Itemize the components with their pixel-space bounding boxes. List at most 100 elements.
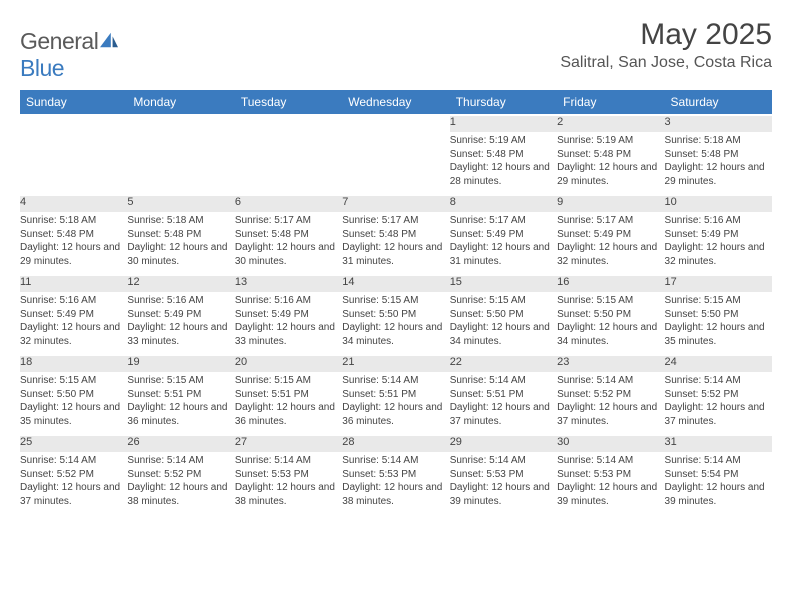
- sunset-text: Sunset: 5:48 PM: [235, 228, 342, 242]
- day-number-cell: 15: [450, 275, 557, 293]
- daylight-text: Daylight: 12 hours and 39 minutes.: [450, 481, 557, 508]
- weekday-header: Thursday: [450, 90, 557, 115]
- daylight-text: Daylight: 12 hours and 32 minutes.: [20, 321, 127, 348]
- daylight-text: Daylight: 12 hours and 33 minutes.: [127, 321, 234, 348]
- day-number-row: 123: [20, 115, 772, 133]
- day-data-cell: Sunrise: 5:17 AMSunset: 5:49 PMDaylight:…: [450, 213, 557, 275]
- day-data-cell: Sunrise: 5:19 AMSunset: 5:48 PMDaylight:…: [557, 133, 664, 195]
- day-data-row: Sunrise: 5:15 AMSunset: 5:50 PMDaylight:…: [20, 373, 772, 435]
- sunset-text: Sunset: 5:53 PM: [342, 468, 449, 482]
- daylight-text: Daylight: 12 hours and 35 minutes.: [20, 401, 127, 428]
- sunset-text: Sunset: 5:49 PM: [557, 228, 664, 242]
- day-number-row: 11121314151617: [20, 275, 772, 293]
- sunrise-text: Sunrise: 5:19 AM: [557, 134, 664, 148]
- sunrise-text: Sunrise: 5:15 AM: [20, 374, 127, 388]
- day-data-cell: Sunrise: 5:16 AMSunset: 5:49 PMDaylight:…: [127, 293, 234, 355]
- sunset-text: Sunset: 5:49 PM: [20, 308, 127, 322]
- daylight-text: Daylight: 12 hours and 37 minutes.: [20, 481, 127, 508]
- daylight-text: Daylight: 12 hours and 31 minutes.: [450, 241, 557, 268]
- daylight-text: Daylight: 12 hours and 31 minutes.: [342, 241, 449, 268]
- page-header: GeneralBlue May 2025 Salitral, San Jose,…: [20, 18, 772, 82]
- day-number-row: 45678910: [20, 195, 772, 213]
- calendar-page: GeneralBlue May 2025 Salitral, San Jose,…: [0, 0, 792, 515]
- day-data-cell: Sunrise: 5:17 AMSunset: 5:48 PMDaylight:…: [342, 213, 449, 275]
- daylight-text: Daylight: 12 hours and 34 minutes.: [342, 321, 449, 348]
- sunrise-text: Sunrise: 5:14 AM: [235, 454, 342, 468]
- sunrise-text: Sunrise: 5:14 AM: [20, 454, 127, 468]
- day-number-cell: 4: [20, 195, 127, 213]
- logo-text-general: General: [20, 28, 98, 54]
- day-data-cell: [235, 133, 342, 195]
- day-data-cell: Sunrise: 5:14 AMSunset: 5:52 PMDaylight:…: [665, 373, 772, 435]
- daylight-text: Daylight: 12 hours and 34 minutes.: [557, 321, 664, 348]
- daylight-text: Daylight: 12 hours and 39 minutes.: [665, 481, 772, 508]
- day-data-cell: Sunrise: 5:15 AMSunset: 5:50 PMDaylight:…: [665, 293, 772, 355]
- sunset-text: Sunset: 5:49 PM: [450, 228, 557, 242]
- daylight-text: Daylight: 12 hours and 33 minutes.: [235, 321, 342, 348]
- sunset-text: Sunset: 5:51 PM: [127, 388, 234, 402]
- sunset-text: Sunset: 5:52 PM: [20, 468, 127, 482]
- day-data-row: Sunrise: 5:16 AMSunset: 5:49 PMDaylight:…: [20, 293, 772, 355]
- day-number-cell: [235, 115, 342, 133]
- sunrise-text: Sunrise: 5:14 AM: [342, 374, 449, 388]
- day-number-cell: 16: [557, 275, 664, 293]
- day-data-cell: Sunrise: 5:14 AMSunset: 5:51 PMDaylight:…: [342, 373, 449, 435]
- day-number-cell: 7: [342, 195, 449, 213]
- daylight-text: Daylight: 12 hours and 37 minutes.: [665, 401, 772, 428]
- daylight-text: Daylight: 12 hours and 28 minutes.: [450, 161, 557, 188]
- logo-text-blue: Blue: [20, 55, 64, 81]
- sunrise-text: Sunrise: 5:14 AM: [450, 374, 557, 388]
- sunset-text: Sunset: 5:48 PM: [450, 148, 557, 162]
- day-data-cell: Sunrise: 5:16 AMSunset: 5:49 PMDaylight:…: [20, 293, 127, 355]
- daylight-text: Daylight: 12 hours and 37 minutes.: [557, 401, 664, 428]
- day-number-cell: 21: [342, 355, 449, 373]
- daylight-text: Daylight: 12 hours and 36 minutes.: [342, 401, 449, 428]
- day-data-cell: Sunrise: 5:15 AMSunset: 5:50 PMDaylight:…: [557, 293, 664, 355]
- sunrise-text: Sunrise: 5:17 AM: [557, 214, 664, 228]
- sunrise-text: Sunrise: 5:14 AM: [342, 454, 449, 468]
- day-number-cell: 27: [235, 435, 342, 453]
- day-data-row: Sunrise: 5:18 AMSunset: 5:48 PMDaylight:…: [20, 213, 772, 275]
- sunset-text: Sunset: 5:52 PM: [127, 468, 234, 482]
- day-data-cell: Sunrise: 5:15 AMSunset: 5:50 PMDaylight:…: [342, 293, 449, 355]
- day-data-cell: Sunrise: 5:14 AMSunset: 5:53 PMDaylight:…: [557, 453, 664, 515]
- daylight-text: Daylight: 12 hours and 29 minutes.: [665, 161, 772, 188]
- day-data-cell: Sunrise: 5:14 AMSunset: 5:51 PMDaylight:…: [450, 373, 557, 435]
- daylight-text: Daylight: 12 hours and 38 minutes.: [127, 481, 234, 508]
- day-number-cell: 13: [235, 275, 342, 293]
- sunrise-text: Sunrise: 5:18 AM: [20, 214, 127, 228]
- day-number-cell: 20: [235, 355, 342, 373]
- logo-text: GeneralBlue: [20, 28, 120, 82]
- day-data-cell: Sunrise: 5:18 AMSunset: 5:48 PMDaylight:…: [665, 133, 772, 195]
- day-number-cell: 8: [450, 195, 557, 213]
- day-number-cell: 5: [127, 195, 234, 213]
- weekday-header: Sunday: [20, 90, 127, 115]
- day-data-cell: Sunrise: 5:14 AMSunset: 5:54 PMDaylight:…: [665, 453, 772, 515]
- title-block: May 2025 Salitral, San Jose, Costa Rica: [560, 18, 772, 72]
- sunrise-text: Sunrise: 5:15 AM: [450, 294, 557, 308]
- sunrise-text: Sunrise: 5:17 AM: [342, 214, 449, 228]
- daylight-text: Daylight: 12 hours and 38 minutes.: [235, 481, 342, 508]
- day-data-cell: Sunrise: 5:17 AMSunset: 5:49 PMDaylight:…: [557, 213, 664, 275]
- daylight-text: Daylight: 12 hours and 29 minutes.: [20, 241, 127, 268]
- sunset-text: Sunset: 5:49 PM: [665, 228, 772, 242]
- daylight-text: Daylight: 12 hours and 32 minutes.: [557, 241, 664, 268]
- day-number-cell: 24: [665, 355, 772, 373]
- sunset-text: Sunset: 5:49 PM: [127, 308, 234, 322]
- sunset-text: Sunset: 5:48 PM: [342, 228, 449, 242]
- daylight-text: Daylight: 12 hours and 30 minutes.: [127, 241, 234, 268]
- location-subtitle: Salitral, San Jose, Costa Rica: [560, 54, 772, 72]
- day-number-cell: 26: [127, 435, 234, 453]
- sunrise-text: Sunrise: 5:19 AM: [450, 134, 557, 148]
- day-number-cell: 19: [127, 355, 234, 373]
- sunset-text: Sunset: 5:51 PM: [450, 388, 557, 402]
- day-number-cell: 17: [665, 275, 772, 293]
- sunset-text: Sunset: 5:48 PM: [665, 148, 772, 162]
- day-number-cell: 30: [557, 435, 664, 453]
- sunset-text: Sunset: 5:54 PM: [665, 468, 772, 482]
- sunrise-text: Sunrise: 5:14 AM: [557, 374, 664, 388]
- day-number-cell: [127, 115, 234, 133]
- day-number-cell: 22: [450, 355, 557, 373]
- day-data-cell: Sunrise: 5:15 AMSunset: 5:50 PMDaylight:…: [450, 293, 557, 355]
- sunset-text: Sunset: 5:48 PM: [557, 148, 664, 162]
